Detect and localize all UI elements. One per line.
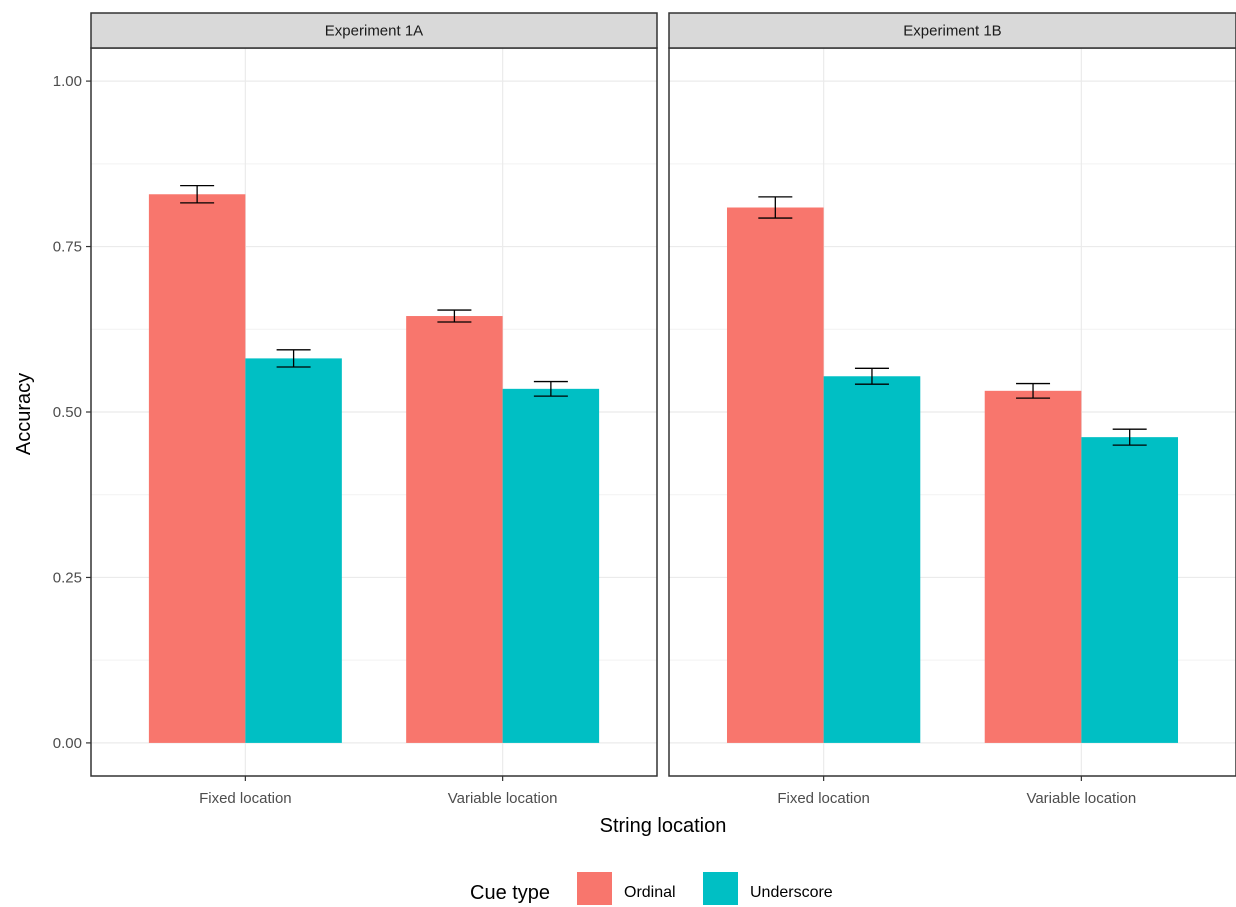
error-bar xyxy=(1112,428,1147,446)
bar xyxy=(502,388,600,743)
bar xyxy=(984,390,1082,743)
error-bar xyxy=(437,309,472,323)
y-axis: 0.00 0.25 0.50 0.75 1.00 xyxy=(53,73,91,752)
bar xyxy=(148,194,246,743)
error-bar xyxy=(533,380,568,397)
error-bar xyxy=(276,349,311,368)
facet-panels: Experiment 1A Fixed location Variable loca… xyxy=(90,12,1236,807)
y-tick-label: 0.25 xyxy=(53,569,82,586)
legend-label: Underscore xyxy=(750,884,833,901)
x-tick-label: Variable location xyxy=(448,790,558,807)
x-tick-label: Fixed location xyxy=(199,790,292,807)
facet-strip xyxy=(668,12,1236,49)
y-tick-label: 1.00 xyxy=(53,73,82,90)
x-axis-title: String location xyxy=(600,815,727,837)
legend-label: Ordinal xyxy=(624,884,676,901)
facet-panel: Experiment 1A Fixed location Variable loca… xyxy=(90,12,658,807)
bar xyxy=(823,376,921,743)
y-tick-label: 0.50 xyxy=(53,404,82,421)
facet-panel: Experiment 1B Fixed location Variable loca… xyxy=(668,12,1236,807)
facet-strip xyxy=(90,12,658,49)
bar xyxy=(1081,437,1179,743)
legend-key xyxy=(577,872,612,905)
error-bar xyxy=(180,185,215,204)
y-axis-title: Accuracy xyxy=(13,373,35,455)
y-tick-label: 0.00 xyxy=(53,735,82,752)
error-bar xyxy=(854,367,889,385)
legend-entry: Ordinal xyxy=(577,872,676,905)
error-bar xyxy=(758,196,793,219)
y-tick-label: 0.75 xyxy=(53,239,82,256)
bar xyxy=(245,358,342,743)
bar xyxy=(726,207,824,743)
error-bar xyxy=(1016,382,1051,399)
x-tick-label: Variable location xyxy=(1026,790,1136,807)
legend-title: Cue type xyxy=(470,882,550,904)
legend: Cue type Ordinal Underscore xyxy=(470,872,833,905)
x-tick-label: Fixed location xyxy=(777,790,870,807)
facet-title: Experiment 1B xyxy=(903,23,1001,40)
legend-entry: Underscore xyxy=(703,872,833,905)
facet-title: Experiment 1A xyxy=(325,23,423,40)
legend-key xyxy=(703,872,738,905)
bar xyxy=(406,316,503,743)
